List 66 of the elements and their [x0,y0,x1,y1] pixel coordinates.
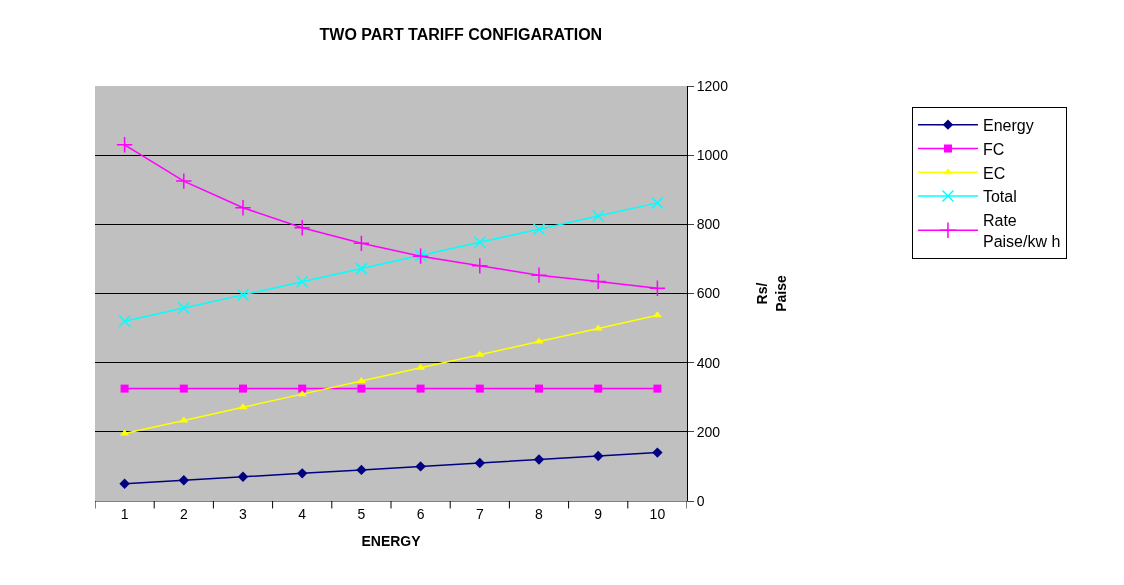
x-tick-label: 4 [298,505,307,522]
y-tick-label: 1200 [696,77,729,94]
y-tick-label: 1000 [696,147,729,164]
point [234,199,252,217]
y-tick-label: 0 [696,492,705,509]
point [473,236,487,249]
chart-title: TWO PART TARIFF CONFIGARATION [319,26,603,44]
y-axis-title: Rs/ Paise [754,275,789,312]
point [591,209,605,223]
x-tick-label: 9 [594,505,603,522]
point [295,275,309,288]
point [535,384,543,393]
x-tick-label: 8 [535,505,544,522]
legend-label: Energy [982,116,1034,134]
point [239,384,247,393]
point [120,384,129,393]
point [532,222,546,236]
point [471,257,489,275]
x-axis-title: ENERGY [361,533,422,550]
legend-label: Total [982,188,1017,206]
point [179,384,188,393]
point [415,461,426,472]
point [297,390,307,397]
point [594,384,603,393]
y-tick-label: 200 [696,423,721,440]
point [293,219,311,237]
point [475,350,485,357]
point [236,288,250,302]
x-tick-label: 7 [475,505,484,522]
legend-label: Rate Paise/kw h [982,212,1061,250]
x-tick-label: 6 [416,505,425,522]
x-tick-label: 1 [120,505,129,522]
point [589,272,607,290]
point [593,450,604,462]
point [475,384,484,393]
point [178,475,189,486]
y-tick-label: 600 [696,285,721,302]
point [175,172,193,190]
x-tick-label: 5 [357,505,366,522]
point [116,136,134,154]
x-tick-label: 10 [649,505,666,522]
point [177,301,191,315]
point [298,384,307,393]
point [474,457,485,469]
x-tick-label: 3 [239,505,248,522]
point [119,478,130,489]
point [356,464,367,476]
point [534,337,544,344]
point [355,262,368,275]
point [648,279,666,297]
point [651,196,664,210]
point [530,266,548,284]
legend-label: EC [982,164,1006,182]
point [118,314,131,328]
y-tick-label: 800 [696,216,721,233]
point [352,234,370,252]
x-tick-label: 2 [179,505,188,522]
legend-label: FC [982,140,1005,158]
point [653,384,662,393]
point [357,384,366,393]
point [652,447,663,458]
point [297,468,308,479]
y-tick-label: 400 [696,354,721,371]
point [237,471,249,482]
point [533,454,545,465]
point [416,384,425,393]
